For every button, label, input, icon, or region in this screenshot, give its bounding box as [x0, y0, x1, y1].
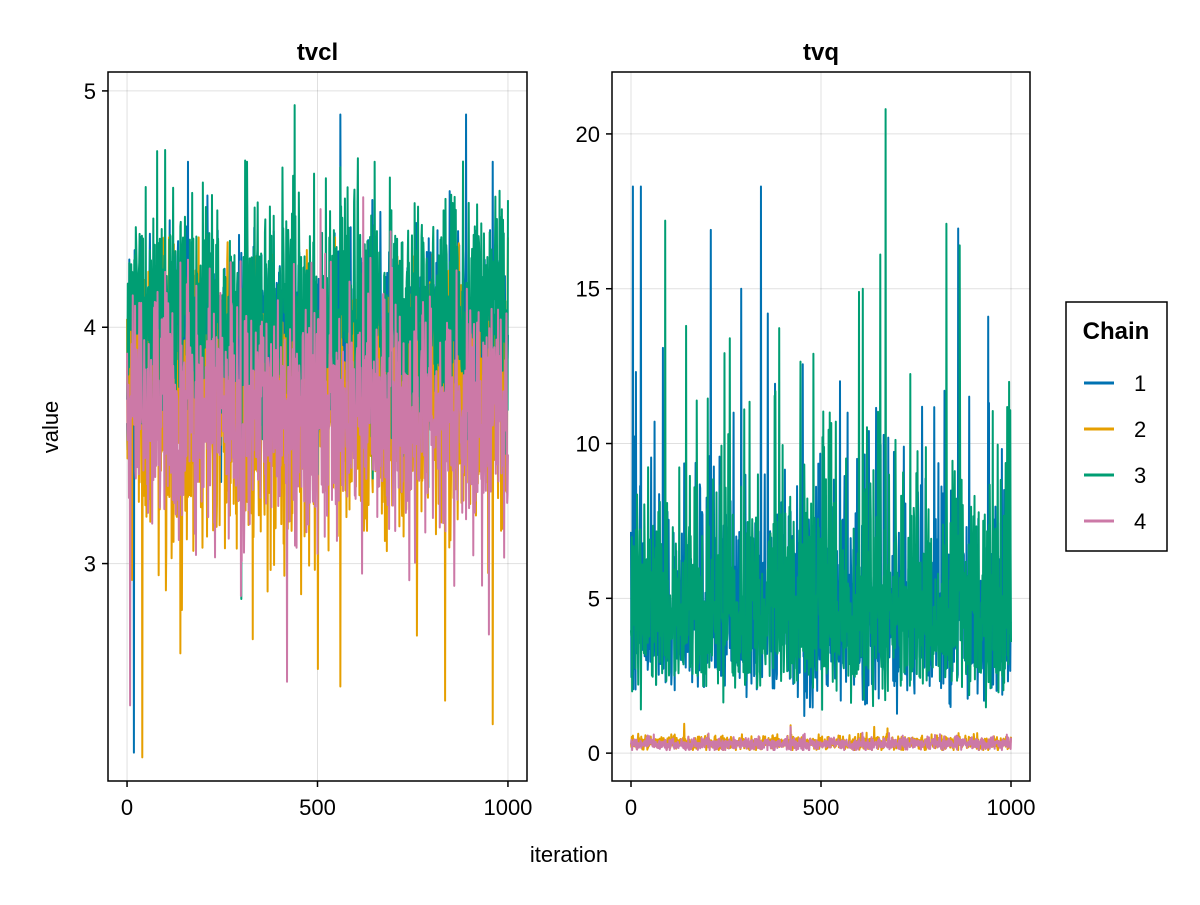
panel-tvcl-ticks: 0 500 1000 3 4 5: [84, 79, 533, 820]
tvq-xtick-label-0: 0: [625, 795, 637, 820]
legend-label-3: 3: [1134, 463, 1146, 488]
tvq-xtick-label-2: 1000: [987, 795, 1036, 820]
legend-label-2: 2: [1134, 417, 1146, 442]
legend-box: [1065, 301, 1168, 552]
tvq-ytick-label-1: 5: [588, 586, 600, 611]
y-axis-label: value: [38, 401, 63, 454]
tvq-ytick-label-3: 15: [576, 277, 600, 302]
panel-tvq-title: tvq: [803, 39, 839, 66]
panel-tvcl-series: [126, 104, 509, 759]
tvcl-xtick-label-0: 0: [121, 795, 133, 820]
tvcl-ytick-label-2: 5: [84, 79, 96, 104]
legend: Chain 1 2 3 4: [1065, 301, 1168, 552]
legend-title: Chain: [1083, 318, 1150, 345]
panel-tvq-series: [630, 108, 1012, 752]
panel-tvcl: 0 500 1000 3 4 5 tvcl: [84, 39, 533, 820]
tvcl-ytick-label-0: 3: [84, 552, 96, 577]
tvcl-ytick-label-1: 4: [84, 315, 96, 340]
tvq-ytick-label-4: 20: [576, 122, 600, 147]
tvcl-xtick-label-2: 1000: [483, 795, 532, 820]
legend-label-4: 4: [1134, 509, 1146, 534]
tvq-chain-3-line: [630, 108, 1012, 711]
tvq-ytick-label-2: 10: [576, 432, 600, 457]
x-axis-label: iteration: [530, 842, 608, 867]
panel-tvcl-title: tvcl: [297, 39, 338, 66]
panel-tvq-ticks: 0 500 1000 0 5 10 15 20: [576, 122, 1036, 820]
panel-tvq: 0 500 1000 0 5 10 15 20 tvq: [576, 39, 1036, 820]
legend-label-1: 1: [1134, 371, 1146, 396]
tvq-chain-4-line: [630, 725, 1012, 752]
legend-entries: 1 2 3 4: [1084, 371, 1146, 534]
tvcl-chain-4-line: [126, 196, 509, 707]
tvq-xtick-label-1: 500: [803, 795, 840, 820]
tvcl-xtick-label-1: 500: [299, 795, 336, 820]
tvq-ytick-label-0: 0: [588, 741, 600, 766]
